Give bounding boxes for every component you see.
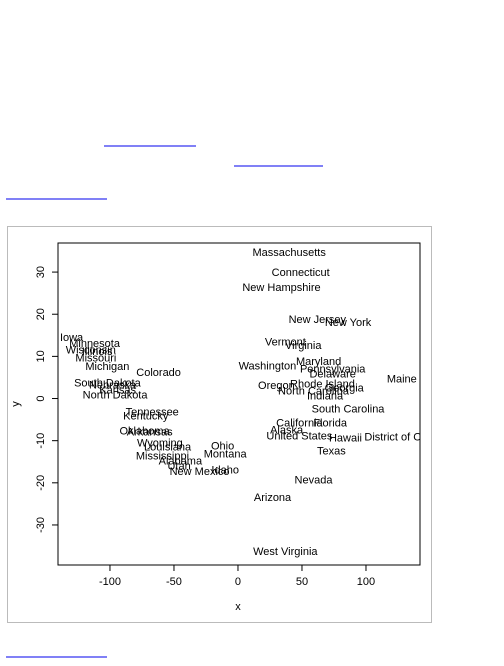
point-label: Tennessee (126, 406, 179, 418)
point-label: Oregon (258, 380, 295, 392)
point-label: Wisconsin (66, 344, 116, 356)
point-label: Nebraska (89, 379, 137, 391)
point-label: Hawaii (329, 432, 362, 444)
point-label: Arizona (254, 492, 292, 504)
point-label: New Hampshire (242, 282, 320, 294)
point-label: Delaware (309, 368, 355, 380)
point-label: Vermont (265, 336, 306, 348)
point-label: Maryland (296, 356, 341, 368)
point-label: South Dakota (74, 377, 142, 389)
point-label: Wyoming (137, 438, 183, 450)
y-tick-label: 10 (35, 350, 47, 362)
y-tick-label: -10 (35, 433, 47, 449)
point-label: Montana (204, 448, 248, 460)
point-label: Florida (313, 418, 348, 430)
point-label: Alabama (159, 456, 203, 468)
point-label: Washington (239, 360, 297, 372)
point-label: Pennsylvania (300, 363, 366, 375)
point-label: New Jersey (289, 314, 347, 326)
point-label: Iowa (60, 332, 84, 344)
point-label: South Carolina (312, 403, 386, 415)
y-tick-label: 20 (35, 308, 47, 320)
point-label: Colorado (136, 367, 181, 379)
point-label: Mississippi (136, 451, 189, 463)
point-label: Louisiana (144, 442, 192, 454)
point-label: Alaska (270, 424, 304, 436)
point-label: Ohio (211, 440, 234, 452)
point-label: Maine (387, 373, 417, 385)
x-axis-label: x (235, 601, 241, 613)
point-label: Oklahoma (119, 426, 170, 438)
plot-box (57, 242, 421, 566)
y-tick-label: -30 (35, 517, 47, 533)
point-label: Michigan (85, 361, 129, 373)
point-label: Indiana (307, 390, 344, 402)
point-label: Connecticut (272, 267, 330, 279)
point-label: Rhode Island (290, 379, 355, 391)
point-label: Arkansas (127, 427, 173, 439)
point-label: District of Columbia (364, 432, 460, 444)
point-label: Nevada (295, 475, 334, 487)
point-label: Minnesota (69, 338, 121, 350)
y-tick-label: -20 (35, 475, 47, 491)
x-tick-label: 100 (357, 576, 375, 588)
point-label: Utah (167, 461, 190, 473)
point-label: Missouri (75, 352, 116, 364)
point-label: Kentucky (123, 411, 169, 423)
point-label: North Carolina (278, 385, 350, 397)
point-label: West Virginia (253, 546, 318, 558)
y-tick-label: 30 (35, 266, 47, 278)
y-tick-label: 0 (35, 395, 47, 401)
point-label: North Dakota (83, 389, 149, 401)
y-axis-label: y (10, 401, 22, 407)
point-label: New Mexico (170, 466, 230, 478)
x-tick-label: -50 (166, 576, 182, 588)
point-label: Virginia (285, 340, 322, 352)
x-tick-label: 0 (235, 576, 241, 588)
x-tick-label: 50 (296, 576, 308, 588)
point-label: Texas (317, 446, 346, 458)
point-label: Kansas (99, 384, 136, 396)
point-label: Illinois (82, 346, 113, 358)
point-label: California (276, 418, 323, 430)
point-label: New York (325, 317, 372, 329)
point-label: Georgia (325, 382, 365, 394)
points: Massachusetts Connecticut New Hampshire New… (60, 247, 460, 558)
x-tick-label: -100 (99, 576, 121, 588)
point-label: Massachusetts (252, 247, 326, 259)
image-frame (7, 226, 432, 623)
point-label: United States (266, 430, 333, 442)
point-label: Idaho (211, 464, 239, 476)
